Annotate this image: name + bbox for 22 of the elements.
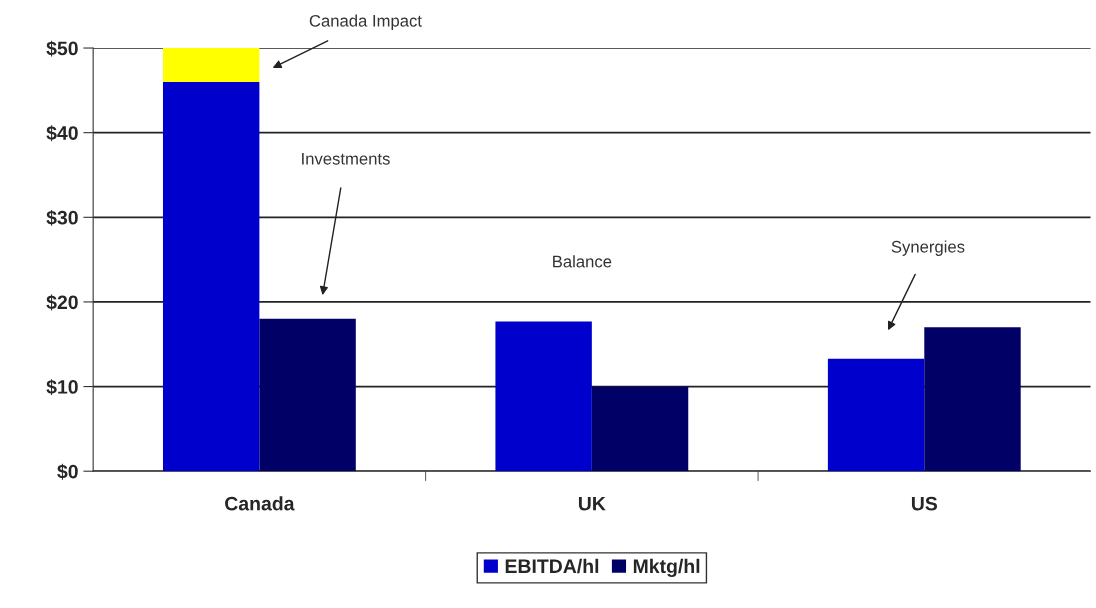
bar (827, 358, 925, 472)
x-tick-label: Canada (225, 496, 295, 511)
y-tick-label: $10 (46, 379, 78, 396)
bar (924, 327, 1021, 472)
y-tick-label: $30 (46, 209, 78, 226)
y-tick-label: $0 (57, 463, 78, 480)
y-tick-label: $50 (46, 40, 78, 57)
y-tick-label: $40 (46, 125, 78, 142)
x-tick-label: UK (578, 496, 606, 511)
x-tick-label: US (911, 496, 938, 511)
bar (591, 386, 689, 472)
bar (162, 48, 260, 82)
bar (259, 318, 356, 472)
text: Canada Impact (309, 14, 422, 30)
bar (162, 81, 260, 472)
y-tick-label: $20 (46, 294, 78, 311)
annotation: Balance (553, 255, 612, 268)
legend-label: EBITDA/hl (505, 558, 599, 574)
annotation: Synergies (891, 240, 965, 256)
bar (495, 321, 592, 472)
annotation: Investments (302, 153, 390, 165)
legend-label: Mktg/hl (633, 558, 700, 578)
